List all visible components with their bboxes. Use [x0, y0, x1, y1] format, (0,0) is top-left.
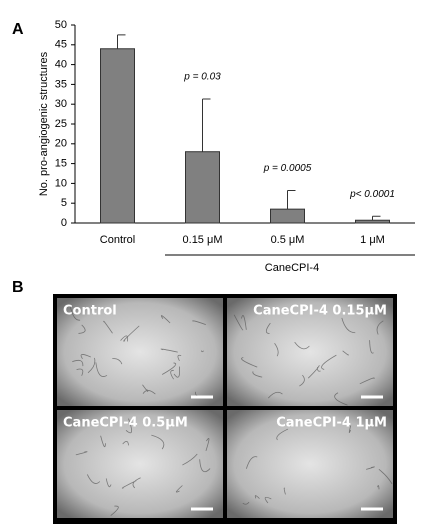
- y-tick-label: 15: [55, 158, 67, 170]
- tube-texture: [75, 418, 211, 516]
- x-tick-label: 0.5 μM: [271, 234, 305, 246]
- y-tick-label: 35: [55, 78, 67, 90]
- image-label: CaneCPI-4 1μM: [276, 416, 387, 431]
- group-label: CaneCPI-4: [265, 262, 319, 274]
- error-bar: [372, 215, 381, 221]
- panel-label: A: [12, 21, 24, 38]
- y-axis-label: No. pro-angiogenic structures: [38, 51, 50, 196]
- bar: [100, 48, 135, 224]
- image-label: CaneCPI-4 0.15μM: [253, 304, 387, 319]
- y-tick-label: 50: [55, 19, 67, 31]
- image-label: Control: [63, 304, 117, 319]
- bar: [270, 208, 305, 224]
- y-tick-label: 25: [55, 118, 67, 130]
- y-tick-label: 20: [55, 138, 67, 150]
- p-value: p = 0.0005: [263, 163, 312, 174]
- bar: [355, 219, 390, 224]
- error-bar: [117, 34, 126, 49]
- x-tick-label: Control: [100, 234, 135, 246]
- panel-label: B: [12, 279, 24, 296]
- micrograph: [227, 410, 393, 518]
- bar: [185, 151, 220, 224]
- image-label: CaneCPI-4 0.5μM: [63, 416, 188, 431]
- micrograph: [57, 410, 223, 518]
- tube-texture: [242, 425, 393, 505]
- tube-texture: [233, 314, 384, 406]
- x-tick-label: 0.15 μM: [183, 234, 223, 246]
- y-tick-label: 0: [61, 217, 67, 229]
- p-value: p = 0.03: [183, 72, 221, 83]
- x-tick-label: 1 μM: [360, 234, 385, 246]
- error-bar: [287, 190, 296, 210]
- error-bar: [202, 98, 211, 152]
- micrograph: [57, 298, 223, 406]
- y-tick-label: 5: [61, 197, 67, 209]
- y-tick-label: 30: [55, 98, 67, 110]
- micrograph: [227, 298, 393, 406]
- y-tick-label: 10: [55, 177, 67, 189]
- y-tick-label: 40: [55, 59, 67, 71]
- p-value: p< 0.0001: [349, 189, 395, 200]
- y-tick-label: 45: [55, 39, 67, 51]
